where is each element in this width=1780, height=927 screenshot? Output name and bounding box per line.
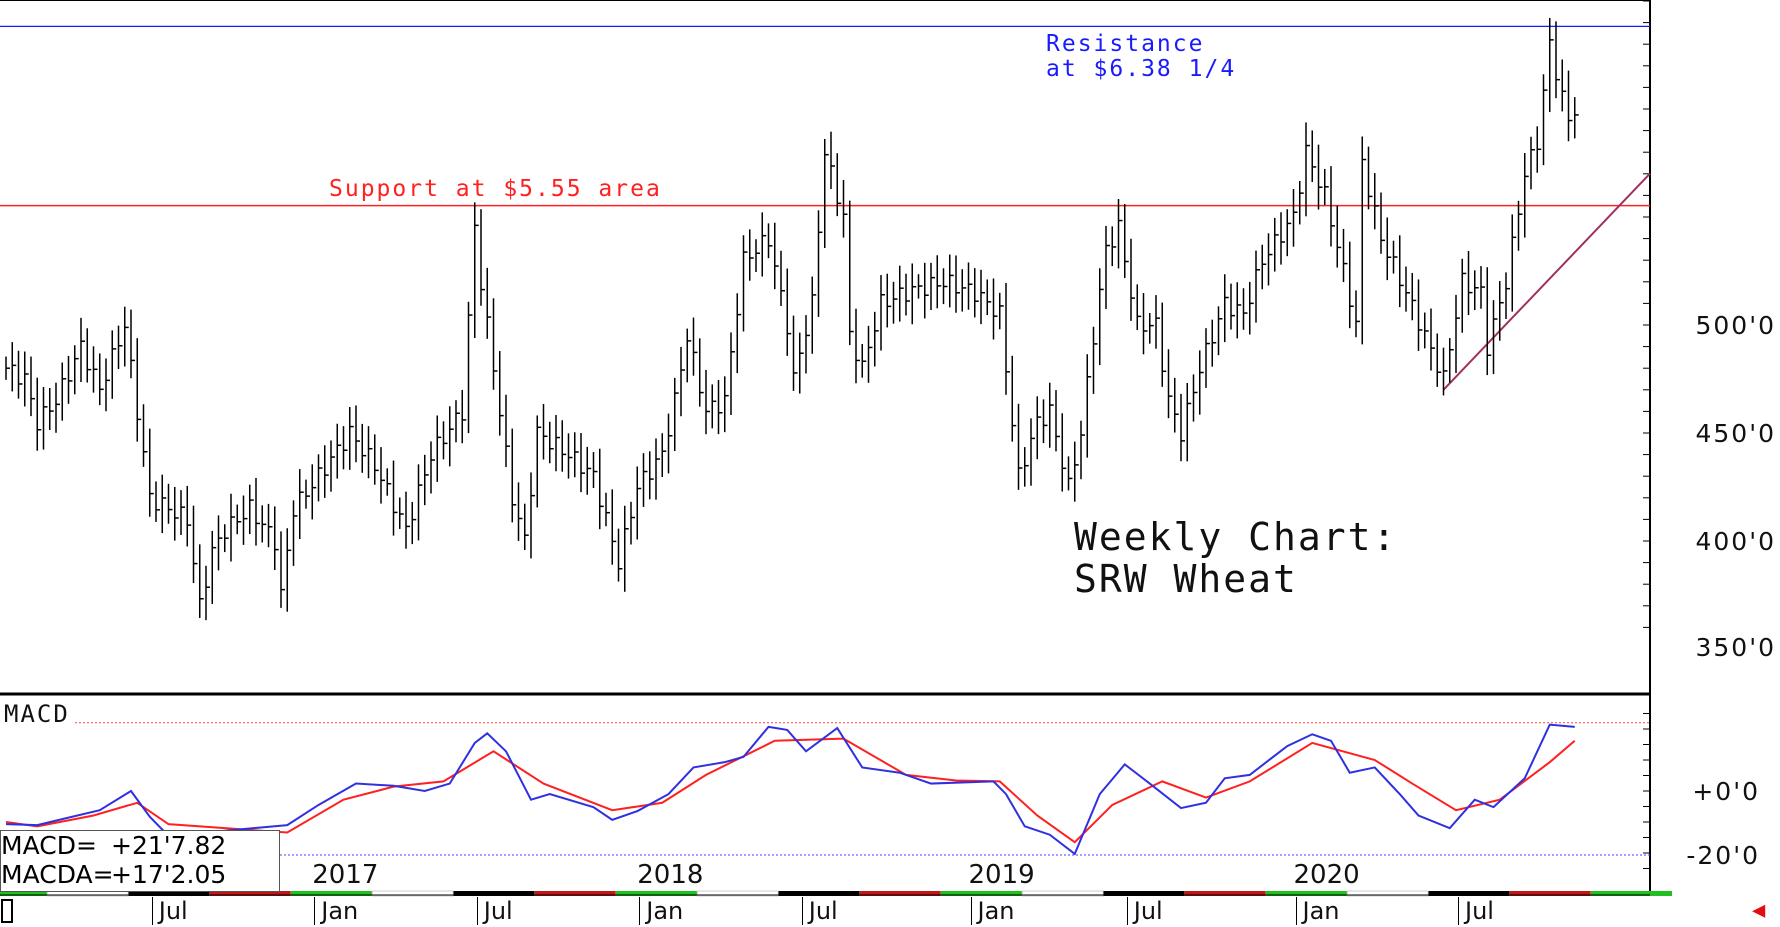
x-month-label: Jan: [1295, 897, 1340, 925]
macd-readout-value: +21'7.82: [111, 831, 227, 860]
season-strip-segment: [1591, 891, 1672, 896]
season-strip-segment: [534, 891, 616, 896]
season-strip-segment: [859, 891, 941, 896]
scroll-handle: [1, 899, 13, 923]
support-price-badge: 555'2: [1695, 190, 1776, 219]
x-month-label: Jan: [314, 897, 358, 925]
x-year-label: 2019: [968, 860, 1035, 890]
back-arrow-icon[interactable]: ◀: [1752, 898, 1766, 923]
season-strip-segment: [1428, 891, 1510, 896]
macda-readout-key: MACDA=: [1, 860, 114, 889]
season-strip-segment: [453, 891, 535, 896]
chart-title: Weekly Chart:: [1074, 515, 1397, 559]
season-strip-segment: [1266, 891, 1347, 896]
season-strip-segment: [209, 891, 291, 896]
season-strip-segment: [1021, 890, 1104, 897]
x-month-label: Jul: [801, 897, 838, 925]
macda-readout-value: +17'2.05: [111, 860, 227, 889]
season-strip-segment: [1184, 891, 1266, 896]
macda-value-badge: +17'2: [1690, 732, 1776, 750]
uptrend-line: [1442, 172, 1651, 391]
x-year-label: 2018: [637, 860, 704, 890]
resistance-price-badge: 638'2: [1695, 12, 1776, 41]
x-month-label: Jul: [151, 897, 188, 925]
support-annotation: Support at $5.55 area: [329, 176, 662, 202]
x-month-label: Jul: [1458, 897, 1494, 925]
season-strip-segment: [941, 891, 1022, 896]
x-year-label: 2017: [312, 860, 379, 890]
macd-line: [5, 723, 1575, 856]
y-tick-label: 450'0: [1695, 419, 1776, 448]
macd-value-badge: +22'0: [1690, 705, 1776, 734]
resistance-annotation: Resistance: [1046, 31, 1204, 57]
season-strip-segment: [1509, 891, 1591, 896]
season-strip-segment: [128, 891, 210, 896]
y-tick-label: 500'0: [1695, 311, 1776, 340]
macd-readout-key: MACD=: [1, 831, 97, 860]
last-price-badge: 599'6: [1695, 95, 1776, 124]
resistance-annotation: at $6.38 1/4: [1046, 56, 1236, 82]
season-strip-segment: [291, 891, 372, 896]
macd-panel-label: MACD: [4, 700, 70, 728]
season-strip-segment: [1346, 890, 1429, 897]
x-month-label: Jul: [476, 897, 513, 925]
x-month-label: Jan: [639, 897, 683, 925]
x-year-label: 2020: [1293, 860, 1360, 890]
x-month-label: Jan: [970, 897, 1015, 925]
season-strip-segment: [696, 890, 779, 897]
season-strip-segment: [371, 890, 454, 897]
y-tick-label: 400'0: [1695, 527, 1776, 556]
chart-title: SRW Wheat: [1074, 557, 1298, 601]
season-strip-segment: [616, 891, 697, 896]
macd-readout-box: MACD= +21'7.82 MACDA= +17'2.05: [0, 830, 280, 892]
macd-y-tick-label: -20'0: [1686, 841, 1760, 870]
x-month-label: Jul: [1126, 897, 1163, 925]
season-strip-segment: [778, 891, 860, 896]
season-strip-segment: [1103, 891, 1185, 896]
season-strip-segment: [0, 891, 47, 896]
macda-signal-line: [5, 737, 1576, 844]
macd-y-tick-label: +0'0: [1692, 777, 1760, 806]
y-tick-label: 350'0: [1695, 633, 1776, 662]
